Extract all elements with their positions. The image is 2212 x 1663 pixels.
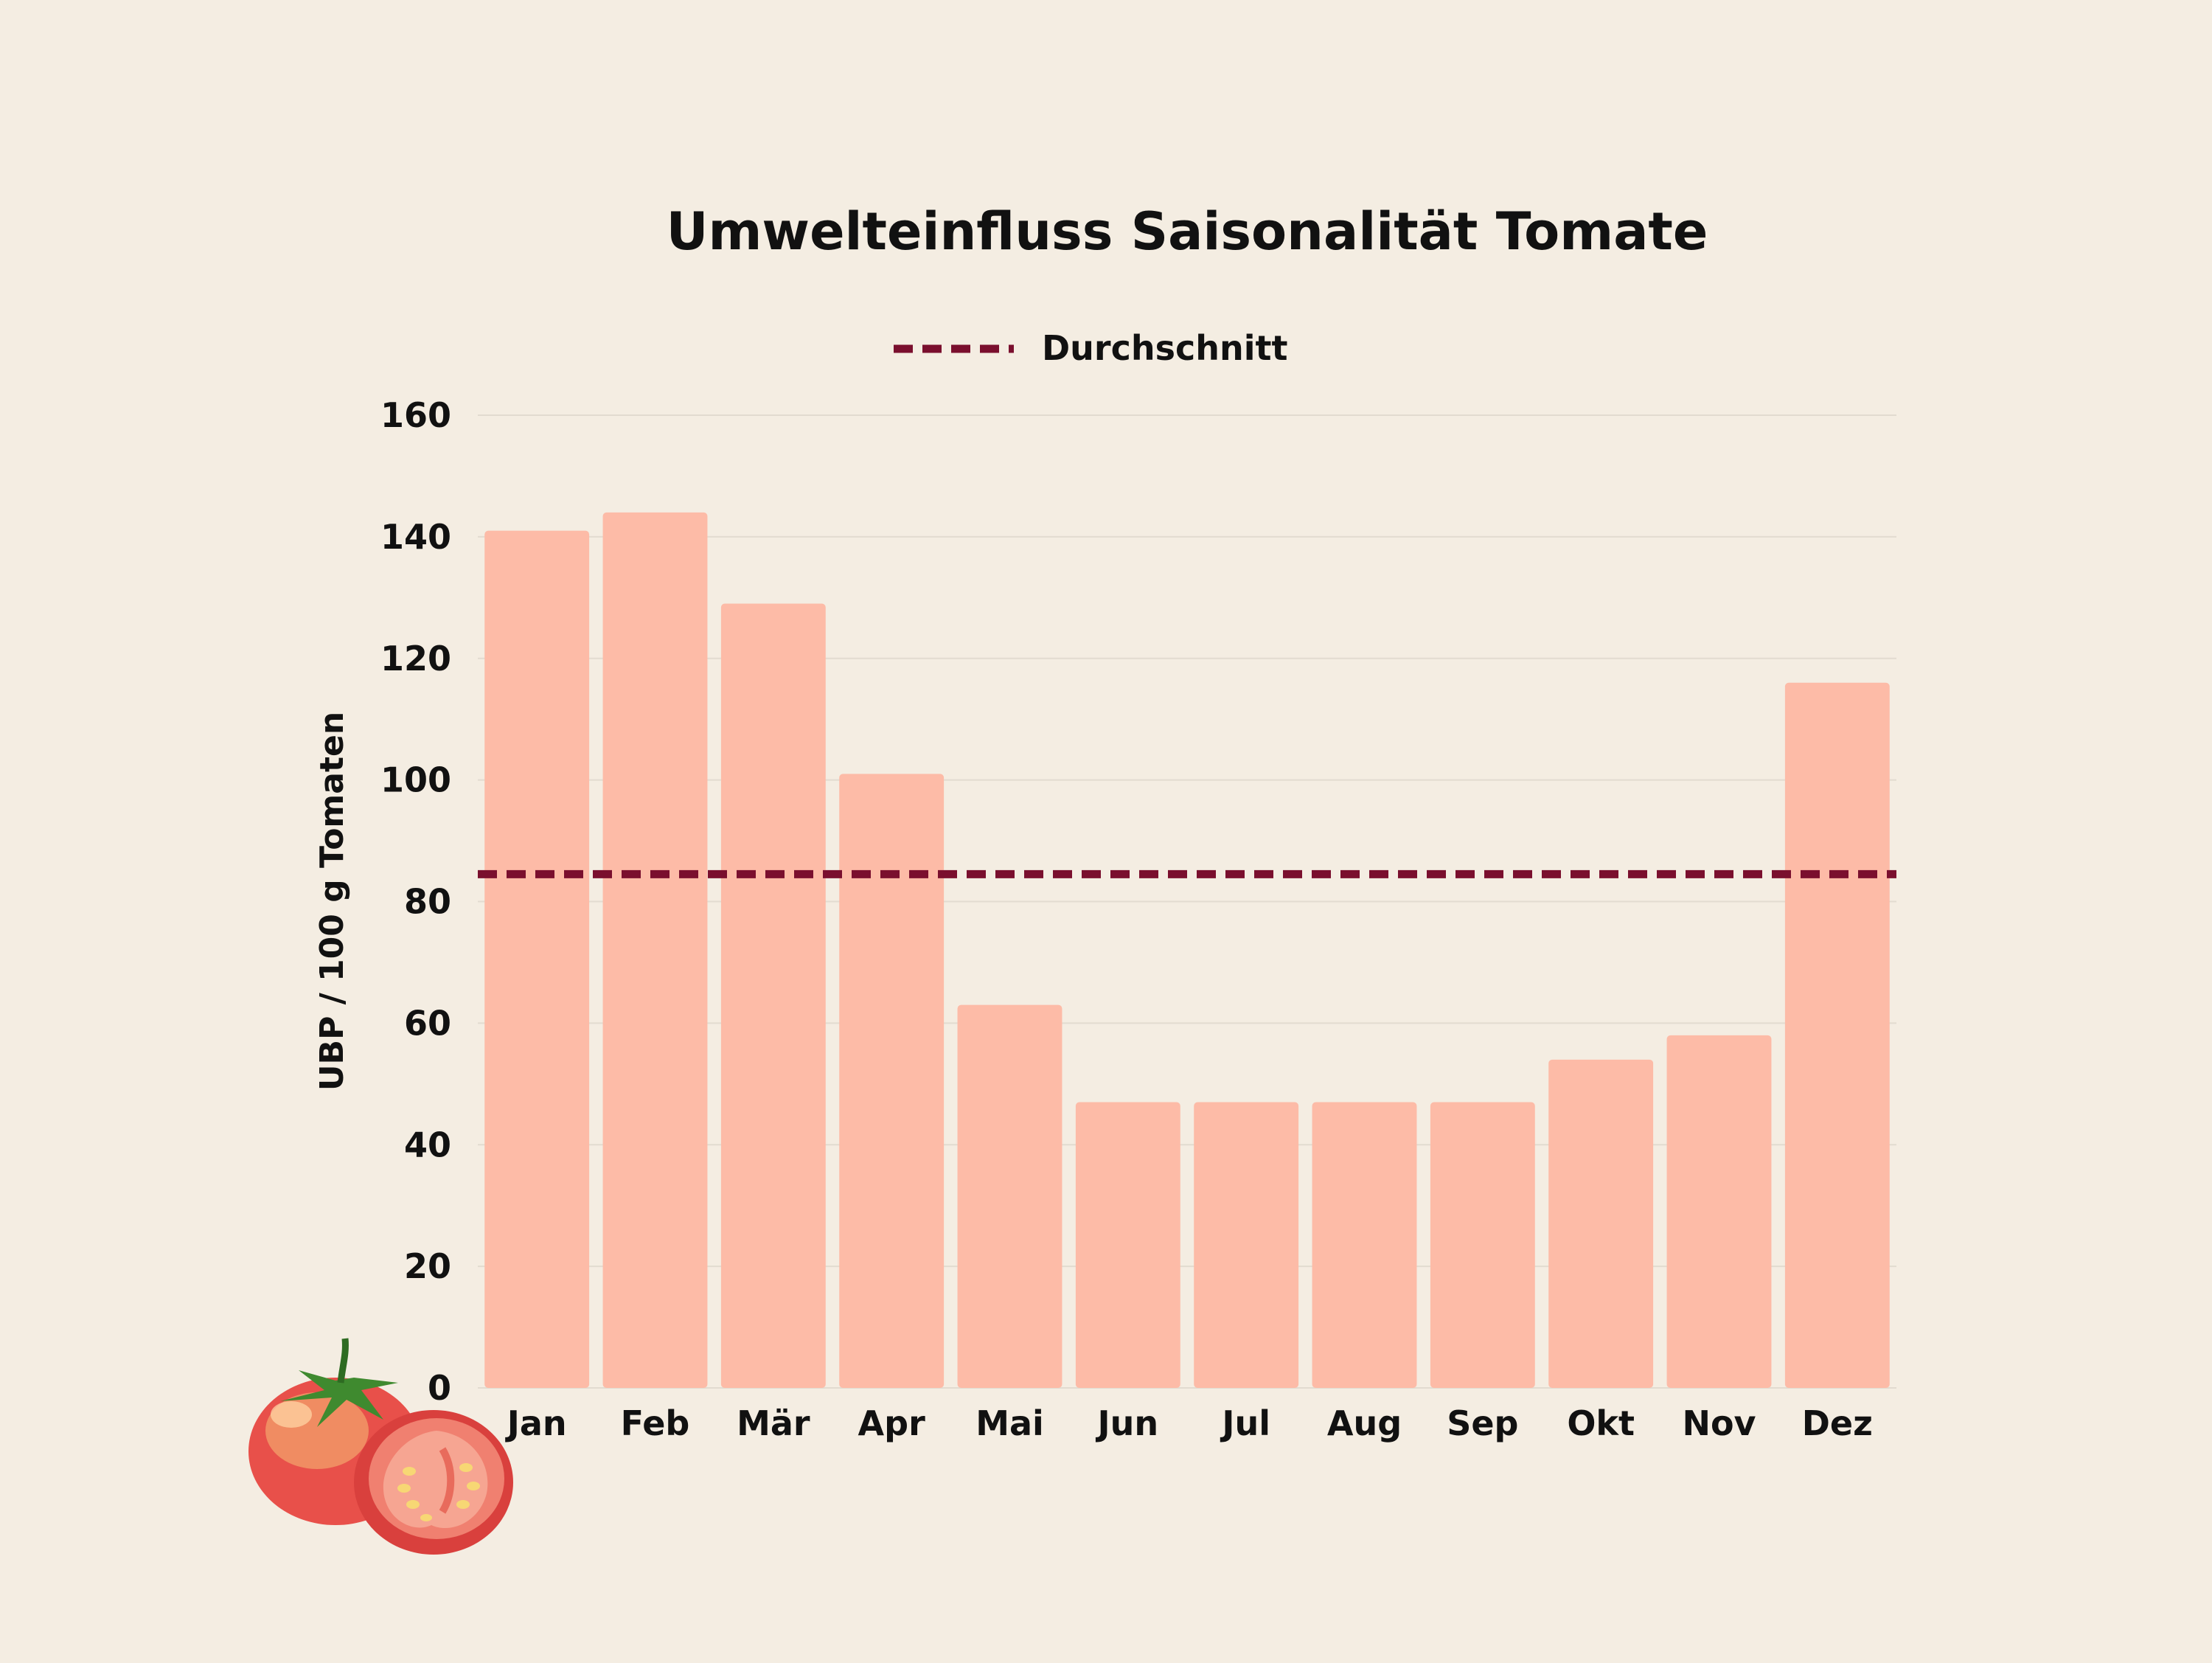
bar-Mai	[957, 1004, 1062, 1388]
bar-Feb	[602, 512, 708, 1388]
bar-Okt	[1548, 1059, 1654, 1388]
y-axis-ticks: 0 20 40 60 80 100 120 140 160	[380, 395, 451, 1408]
bar-Apr	[839, 774, 945, 1388]
x-tick-label: Nov	[1682, 1403, 1756, 1443]
y-tick-label: 80	[404, 882, 451, 922]
x-tick-label: Jul	[1220, 1403, 1270, 1443]
x-tick-label: Jan	[505, 1403, 567, 1443]
tomato-illustration-icon	[248, 1338, 513, 1555]
bar-Aug	[1312, 1102, 1417, 1388]
x-axis-ticks: Jan Feb Mär Apr Mai Jun Jul Aug Sep Okt Nov Dez	[505, 1403, 1873, 1443]
y-tick-label: 160	[380, 395, 451, 435]
x-tick-label: Feb	[621, 1403, 690, 1443]
x-tick-label: Mär	[737, 1403, 810, 1443]
y-axis-label: UBP / 100 g Tomaten	[313, 712, 351, 1091]
y-tick-label: 40	[404, 1125, 451, 1164]
bar-Jun	[1075, 1102, 1180, 1388]
bar-Jul	[1194, 1102, 1299, 1388]
bar-Jan	[484, 530, 590, 1388]
legend-average-label: Durchschnitt	[1042, 328, 1288, 368]
bars	[484, 512, 1890, 1388]
y-tick-label: 60	[404, 1003, 451, 1043]
x-tick-label: Sep	[1447, 1403, 1518, 1443]
chart-title: Umwelteinfluss Saisonalität Tomate	[667, 201, 1708, 262]
bar-Dez	[1784, 682, 1890, 1388]
x-tick-label: Aug	[1327, 1403, 1402, 1443]
bar-Nov	[1666, 1035, 1772, 1388]
x-tick-label: Dez	[1802, 1403, 1873, 1443]
y-tick-label: 120	[380, 639, 451, 678]
legend: Durchschnitt	[894, 328, 1288, 368]
x-tick-label: Okt	[1567, 1403, 1635, 1443]
y-tick-label: 20	[404, 1246, 451, 1286]
y-tick-label: 140	[380, 517, 451, 557]
x-tick-label: Mai	[975, 1403, 1044, 1443]
y-tick-label: 100	[380, 760, 451, 800]
x-tick-label: Apr	[858, 1403, 926, 1443]
y-tick-label: 0	[428, 1368, 451, 1408]
bar-Mär	[720, 603, 826, 1388]
bar-Sep	[1430, 1102, 1535, 1388]
x-tick-label: Jun	[1096, 1403, 1159, 1443]
gridlines	[478, 414, 1896, 1389]
